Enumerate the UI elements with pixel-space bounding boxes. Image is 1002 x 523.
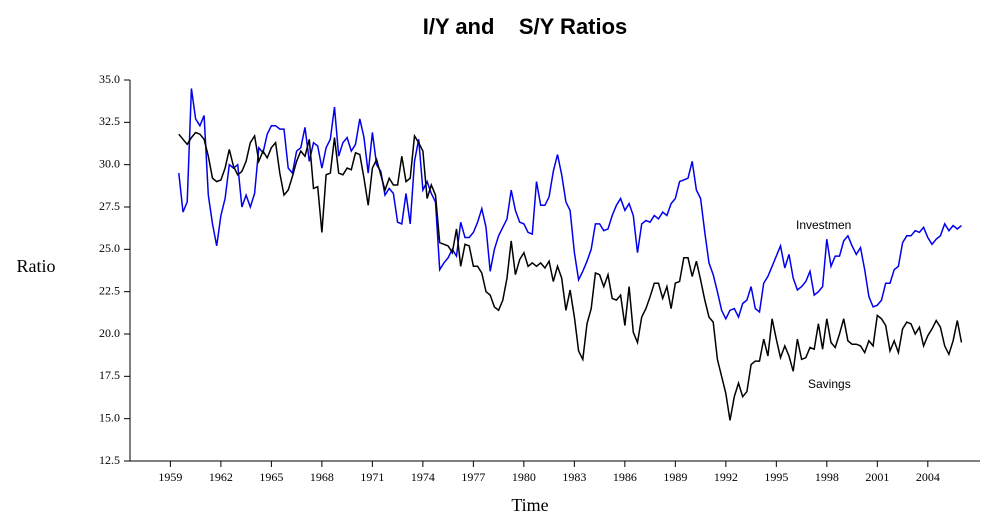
x-tick-label: 1962 <box>209 470 233 484</box>
x-tick-label: 2004 <box>916 470 940 484</box>
chart-title: I/Y and S/Y Ratios <box>423 14 628 39</box>
x-tick-label: 1983 <box>562 470 586 484</box>
x-tick-label: 1971 <box>360 470 384 484</box>
y-tick-label: 12.5 <box>99 453 120 467</box>
x-tick-label: 1989 <box>663 470 687 484</box>
x-tick-label: 2001 <box>865 470 889 484</box>
x-tick-label: 1965 <box>259 470 283 484</box>
x-tick-label: 1995 <box>764 470 788 484</box>
x-tick-label: 1977 <box>461 470 485 484</box>
series-line <box>178 131 963 421</box>
y-tick-label: 22.5 <box>99 283 120 297</box>
annotation: Investmen <box>796 218 851 232</box>
y-tick-label: 30.0 <box>99 156 120 170</box>
x-tick-label: 1998 <box>815 470 839 484</box>
annotation: Savings <box>808 377 851 391</box>
x-tick-label: 1986 <box>613 470 637 484</box>
y-tick-label: 17.5 <box>99 368 120 382</box>
x-tick-label: 1980 <box>512 470 536 484</box>
series-line <box>178 88 962 321</box>
x-tick-label: 1974 <box>411 470 435 484</box>
y-axis-label: Ratio <box>17 256 56 276</box>
x-tick-label: 1959 <box>158 470 182 484</box>
x-tick-label: 1992 <box>714 470 738 484</box>
y-tick-label: 32.5 <box>99 114 120 128</box>
y-tick-label: 15.0 <box>99 410 120 424</box>
x-tick-label: 1968 <box>310 470 334 484</box>
y-tick-label: 25.0 <box>99 241 120 255</box>
x-axis-label: Time <box>511 495 548 515</box>
y-tick-label: 27.5 <box>99 199 120 213</box>
y-tick-label: 35.0 <box>99 72 120 86</box>
y-tick-label: 20.0 <box>99 326 120 340</box>
